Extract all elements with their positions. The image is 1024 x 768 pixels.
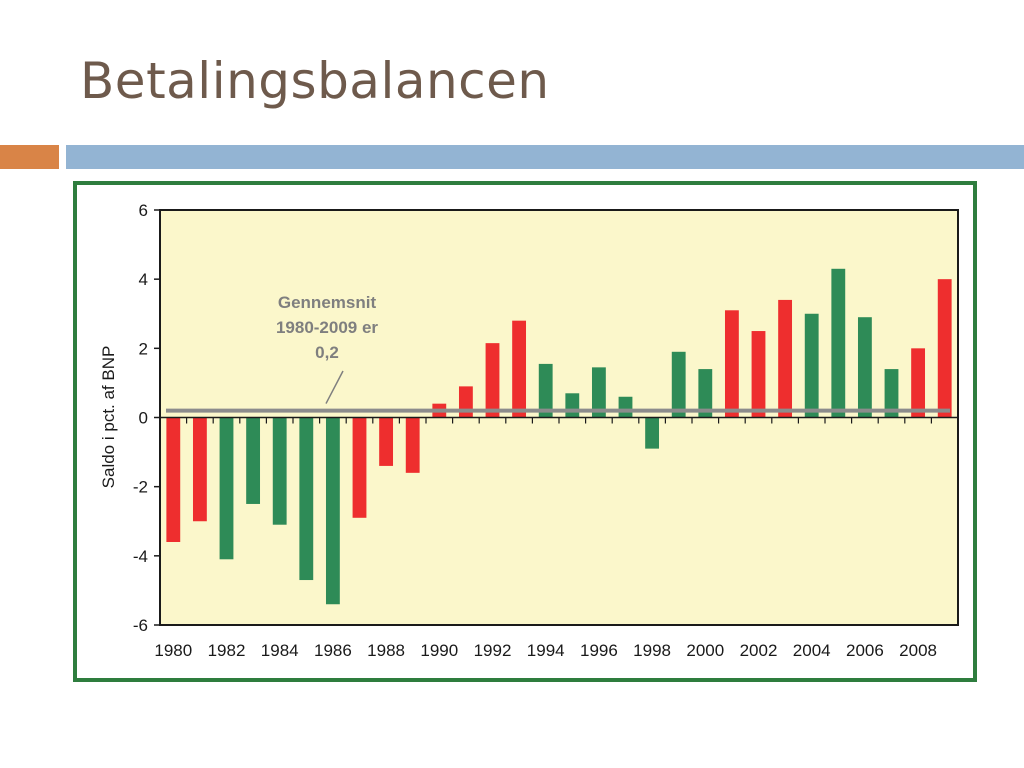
x-tick-label: 1992: [474, 641, 512, 660]
bar-1983: [246, 417, 261, 504]
bar-1984: [272, 417, 287, 525]
x-tick-label: 1988: [367, 641, 405, 660]
bar-1992: [485, 343, 500, 418]
bar-2008: [911, 348, 926, 418]
bar-1993: [512, 320, 527, 418]
average-annotation: Gennemsnit 1980-2009 er 0,2: [276, 293, 378, 404]
bar-1999: [671, 351, 686, 418]
bar-2000: [698, 369, 713, 418]
bar-1989: [405, 417, 420, 473]
bar-1982: [219, 417, 234, 560]
accent-bar-blue: [66, 145, 1024, 169]
x-tick-label: 1986: [314, 641, 352, 660]
bar-2009: [937, 279, 952, 418]
bar-1991: [458, 386, 473, 418]
x-tick-label: 2006: [846, 641, 884, 660]
bar-2007: [884, 369, 899, 418]
bar-1997: [618, 396, 633, 418]
bar-1995: [565, 393, 580, 418]
bar-2006: [857, 317, 872, 418]
x-tick-label: 2004: [793, 641, 831, 660]
x-tick-label: 2000: [686, 641, 724, 660]
x-tick-label: 1980: [154, 641, 192, 660]
bar-1988: [379, 417, 394, 466]
y-axis-title: Saldo i pct. af BNP: [99, 346, 118, 489]
bar-2004: [804, 313, 819, 418]
axes: -6 -4 -2 0 2 4 6 1980 1982 1984 1986 1988 1990 1992 19…: [133, 201, 959, 660]
x-tick-label: 1996: [580, 641, 618, 660]
average-annotation-line: Gennemsnit: [278, 293, 377, 312]
x-tick-label: 1998: [633, 641, 671, 660]
bar-2001: [724, 310, 739, 418]
bar-2005: [831, 268, 846, 418]
bar-1996: [591, 367, 606, 418]
bar-1987: [352, 417, 367, 518]
bar-1994: [538, 363, 553, 418]
x-tick-label: 1990: [420, 641, 458, 660]
average-annotation-line: 0,2: [315, 343, 339, 362]
bar-2003: [778, 299, 793, 418]
bar-1986: [325, 417, 340, 605]
y-tick-label: -6: [133, 616, 148, 635]
chart: -6 -4 -2 0 2 4 6 1980 1982 1984 1986 1988 1990 1992 19…: [99, 201, 959, 660]
y-tick-label: -2: [133, 478, 148, 497]
y-tick-label: 0: [139, 409, 148, 428]
accent-bar-orange: [0, 145, 59, 169]
bar-1985: [299, 417, 314, 581]
annotation-pointer: [325, 370, 344, 404]
y-tick-label: -4: [133, 547, 148, 566]
x-tick-label: 1994: [527, 641, 565, 660]
bar-1998: [645, 417, 660, 449]
x-tick-label: 1982: [208, 641, 246, 660]
y-tick-label: 2: [139, 339, 148, 358]
x-tick-label: 2008: [899, 641, 937, 660]
y-tick-label: 6: [139, 201, 148, 220]
x-tick-label: 1984: [261, 641, 299, 660]
average-annotation-line: 1980-2009 er: [276, 318, 378, 337]
bar-1980: [166, 417, 181, 542]
chart-frame: -6 -4 -2 0 2 4 6 1980 1982 1984 1986 1988 1990 1992 19…: [73, 181, 977, 682]
slide-title: Betalingsbalancen: [80, 52, 550, 110]
bar-2002: [751, 331, 766, 418]
bar-1981: [192, 417, 207, 522]
y-tick-label: 4: [139, 270, 148, 289]
bars: [166, 268, 952, 605]
x-tick-label: 2002: [740, 641, 778, 660]
